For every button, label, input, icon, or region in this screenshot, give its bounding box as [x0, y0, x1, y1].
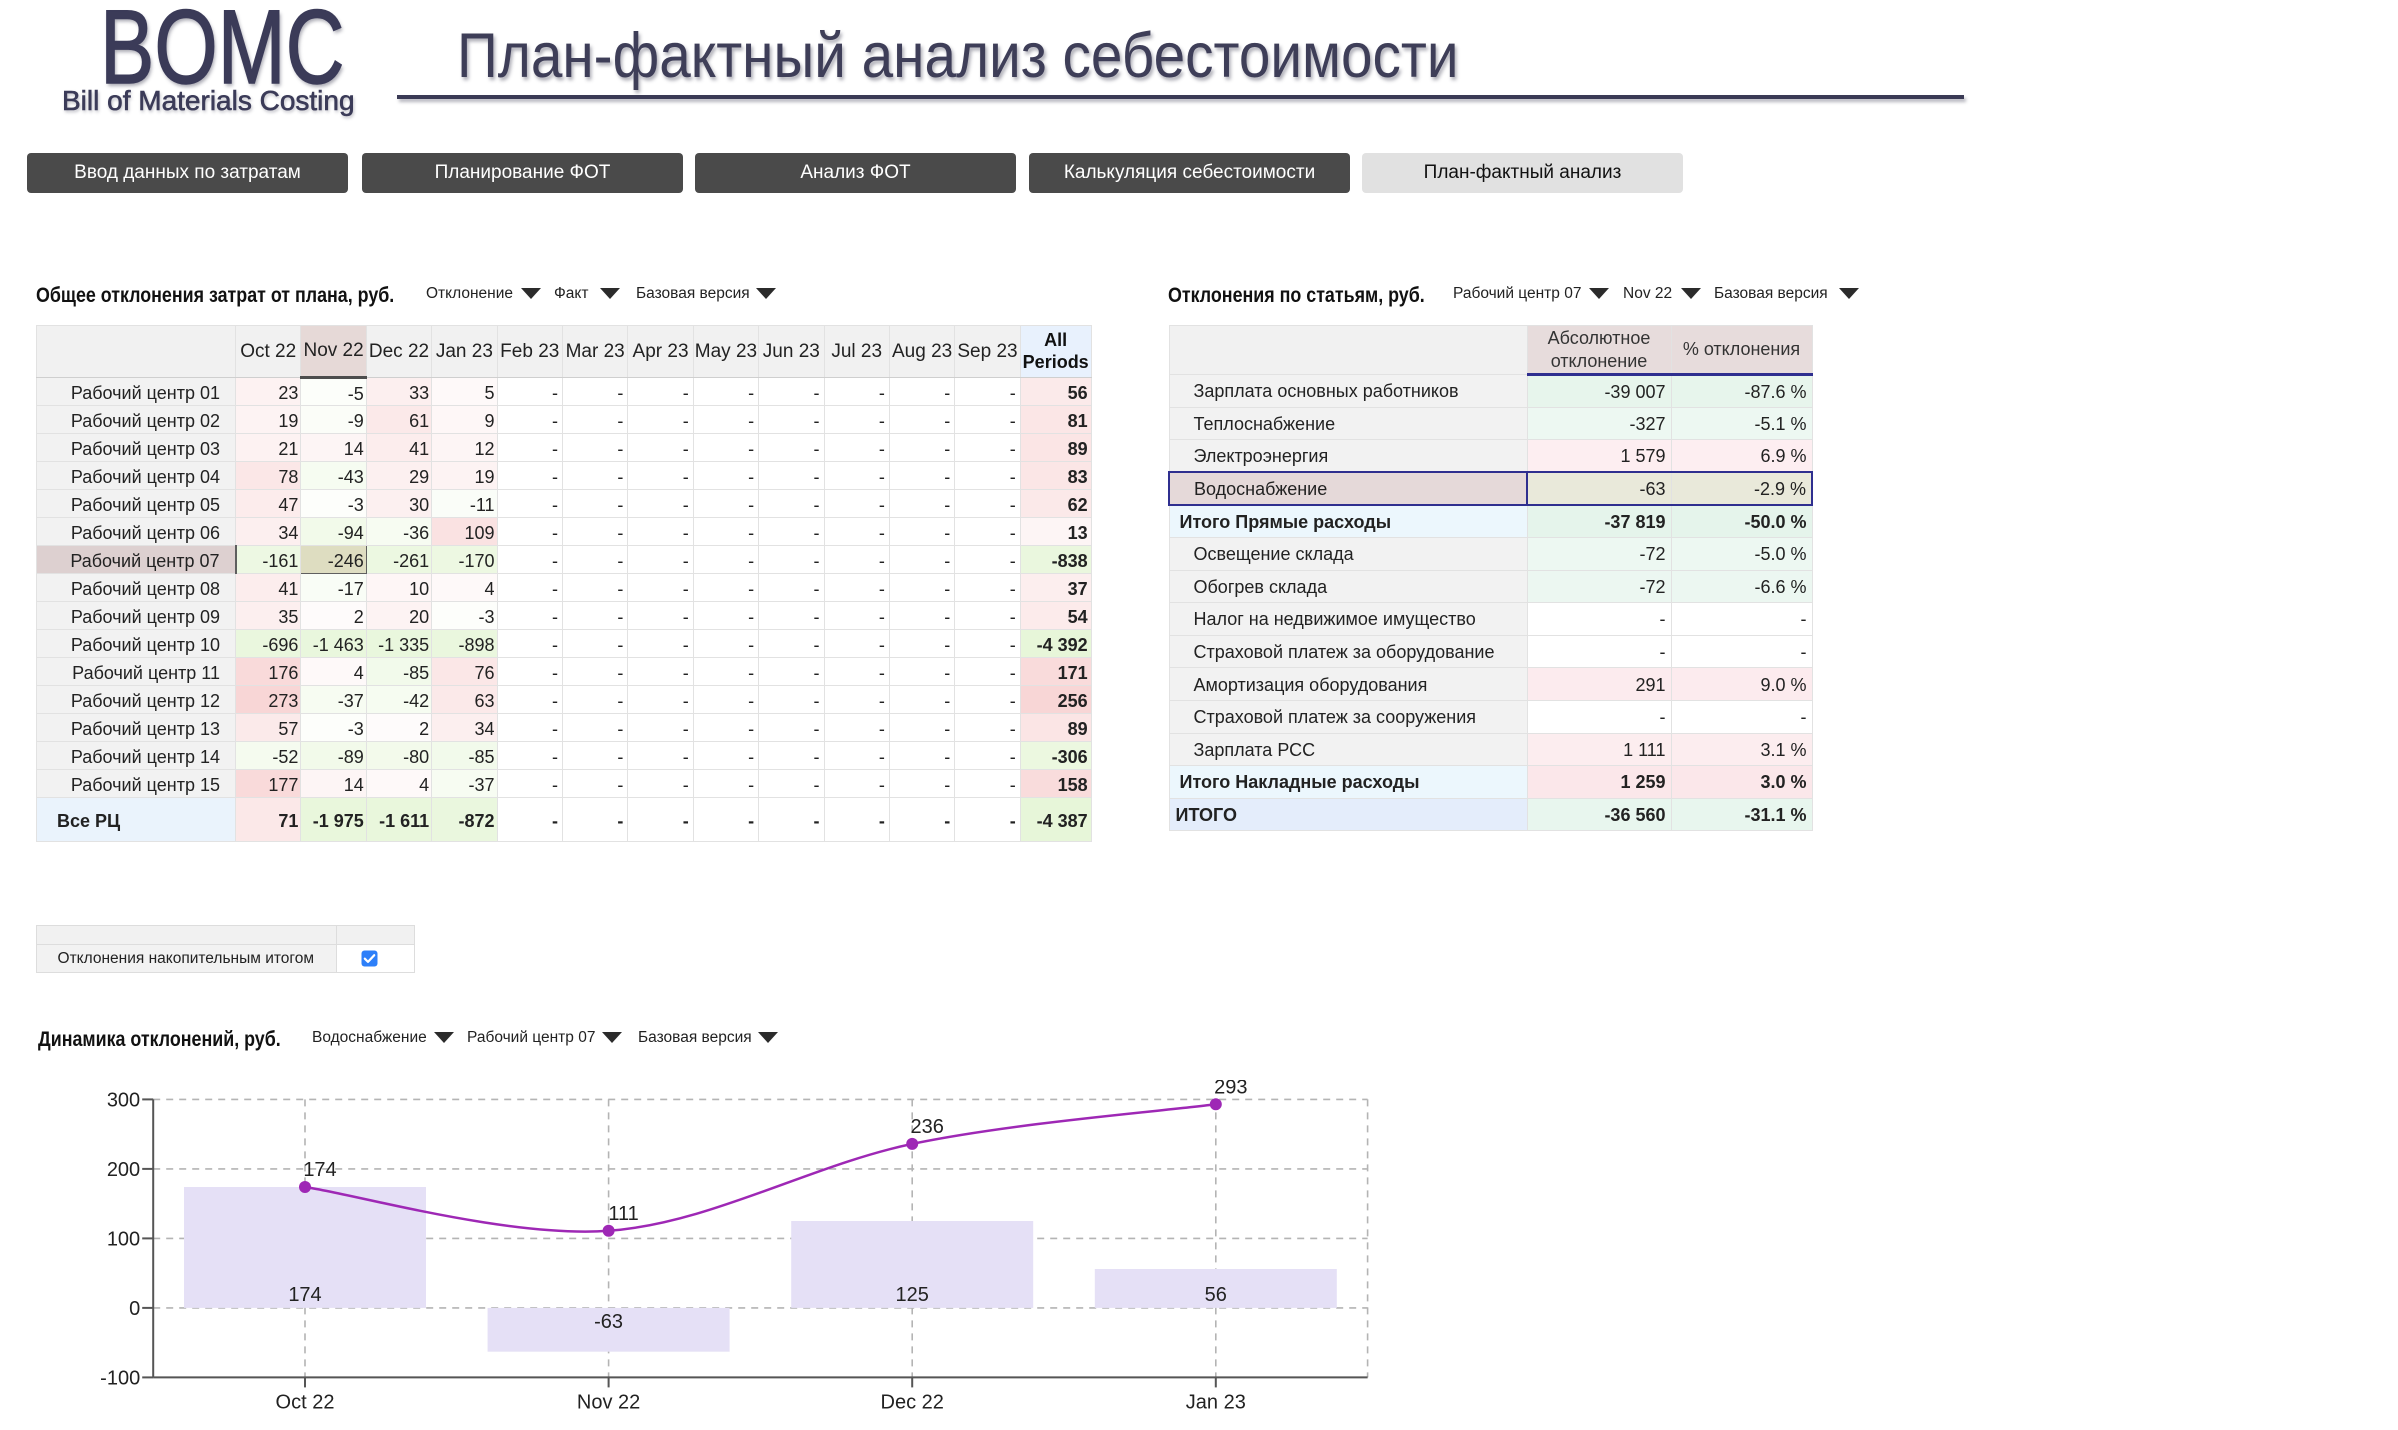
svg-text:236: 236 [911, 1116, 944, 1138]
svg-text:Jan 23: Jan 23 [1186, 1391, 1246, 1413]
svg-text:174: 174 [303, 1159, 336, 1181]
svg-text:125: 125 [896, 1284, 929, 1306]
svg-text:200: 200 [107, 1159, 140, 1181]
svg-text:56: 56 [1205, 1284, 1227, 1306]
svg-text:0: 0 [129, 1298, 140, 1320]
svg-text:111: 111 [608, 1203, 638, 1225]
svg-text:174: 174 [288, 1284, 321, 1306]
svg-text:300: 300 [107, 1089, 140, 1111]
svg-text:-100: -100 [100, 1367, 140, 1389]
svg-text:293: 293 [1214, 1080, 1247, 1098]
svg-text:Nov 22: Nov 22 [577, 1391, 640, 1413]
svg-text:Dec 22: Dec 22 [881, 1391, 944, 1413]
svg-text:100: 100 [107, 1228, 140, 1250]
svg-text:Oct 22: Oct 22 [276, 1391, 335, 1413]
svg-text:-63: -63 [594, 1311, 623, 1333]
